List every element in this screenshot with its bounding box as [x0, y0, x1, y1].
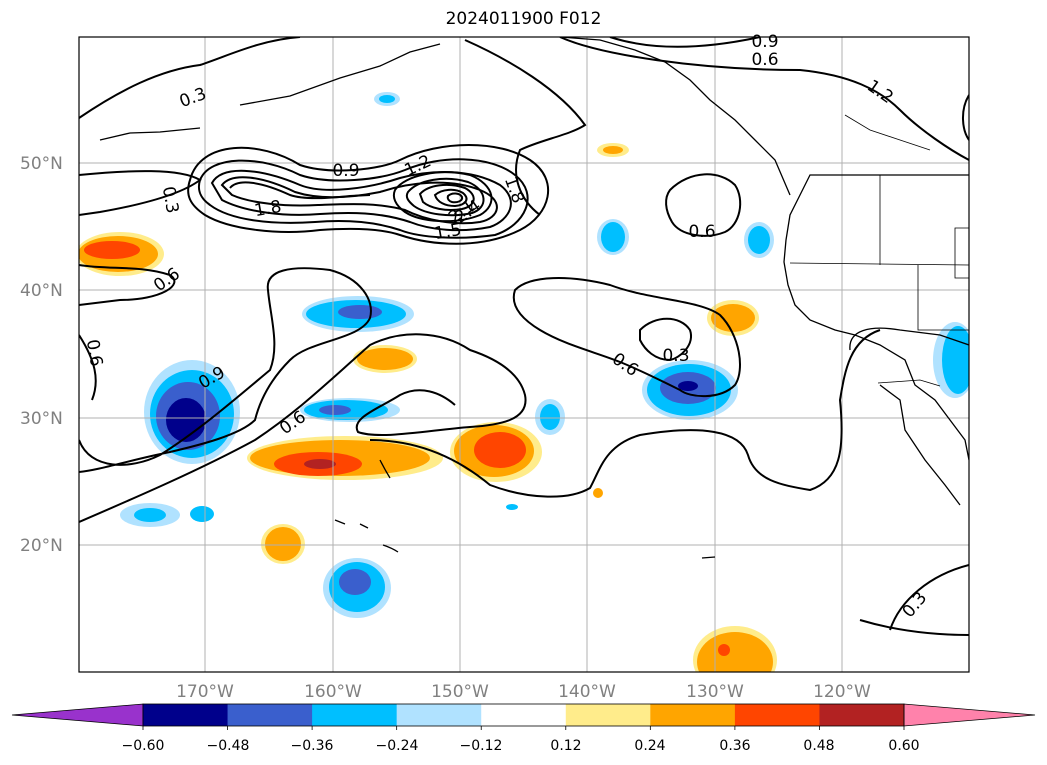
- lon-tick-label: 170°W: [176, 682, 234, 702]
- coastlines: [99, 37, 969, 559]
- colorbar-segment: [481, 704, 567, 726]
- lat-tick-label: 40°N: [20, 281, 63, 301]
- contour-label: 0.9: [751, 32, 778, 52]
- negative-anomaly-158w-17n: [323, 558, 391, 618]
- gridlines: [79, 37, 969, 672]
- colorbar-tick-label: 0.60: [888, 738, 919, 754]
- colorbar-segment: [312, 704, 398, 726]
- contour-label: 0.6: [688, 222, 715, 242]
- colorbar-extend-max: [903, 703, 1036, 727]
- longitude-tick-labels: 170°W 160°W 150°W 140°W 130°W 120°W: [176, 682, 871, 702]
- colorbar-tick-label: 0.48: [803, 738, 834, 754]
- positive-anomaly-small-blobs: [261, 143, 759, 564]
- colorbar-segment: [227, 704, 313, 726]
- colorbar-segment: [734, 704, 820, 726]
- map-area: [79, 37, 969, 672]
- political-borders: [789, 114, 969, 387]
- contour-label: 1.8: [253, 197, 283, 221]
- colorbar-tick-label: −0.36: [291, 738, 334, 754]
- colorbar: [11, 703, 1036, 730]
- map-frame: [78, 36, 970, 673]
- positive-anomaly-west-43n: [79, 232, 164, 276]
- contour-lines: [79, 37, 969, 636]
- lon-tick-label: 150°W: [431, 682, 489, 702]
- colorbar-segment: [565, 704, 651, 726]
- contour-label: 0.3: [158, 185, 182, 215]
- colorbar-frame: [142, 703, 905, 727]
- positive-anomaly-130w-10n: [693, 626, 777, 672]
- colorbar-tick-label: −0.60: [122, 738, 165, 754]
- positive-anomaly-162w-26n: [247, 436, 443, 480]
- colorbar-tick-labels: −0.60 −0.48 −0.36 −0.24 −0.12 0.12 0.24 …: [122, 738, 920, 754]
- colorbar-segment: [143, 704, 229, 726]
- colorbar-tick-label: −0.12: [460, 738, 503, 754]
- contour-label: 0.6: [82, 338, 106, 368]
- negative-anomaly-west-30n: [144, 360, 240, 464]
- map-title: 2024011900 F012: [445, 9, 602, 29]
- negative-anomaly-132w-32n: [642, 360, 738, 420]
- colorbar-tick-label: −0.48: [207, 738, 250, 754]
- positive-anomaly-146w-27n: [450, 422, 542, 482]
- lat-tick-label: 50°N: [20, 154, 63, 174]
- lon-tick-label: 140°W: [558, 682, 616, 702]
- colorbar-segment: [819, 704, 905, 726]
- lon-tick-label: 120°W: [813, 682, 871, 702]
- lat-tick-label: 30°N: [20, 409, 63, 429]
- contour-label: 0.6: [751, 50, 778, 70]
- colorbar-segment: [396, 704, 482, 726]
- colorbar-tick-label: 0.12: [550, 738, 581, 754]
- colorbar-tick-label: 0.36: [719, 738, 750, 754]
- contour-label: 0.9: [332, 161, 359, 181]
- colorbar-tick-label: 0.24: [634, 738, 665, 754]
- lat-tick-label: 20°N: [20, 536, 63, 556]
- contour-label: 1.5: [433, 220, 463, 244]
- colorbar-extend-min: [11, 703, 144, 727]
- lon-tick-label: 160°W: [304, 682, 362, 702]
- negative-anomaly-158w-38n: [302, 296, 414, 332]
- colorbar-segment: [650, 704, 736, 726]
- lon-tick-label: 130°W: [686, 682, 744, 702]
- contour-label: 0.3: [662, 346, 689, 366]
- latitude-tick-labels: 50°N 40°N 30°N 20°N: [20, 154, 63, 556]
- colorbar-tick-label: −0.24: [376, 738, 419, 754]
